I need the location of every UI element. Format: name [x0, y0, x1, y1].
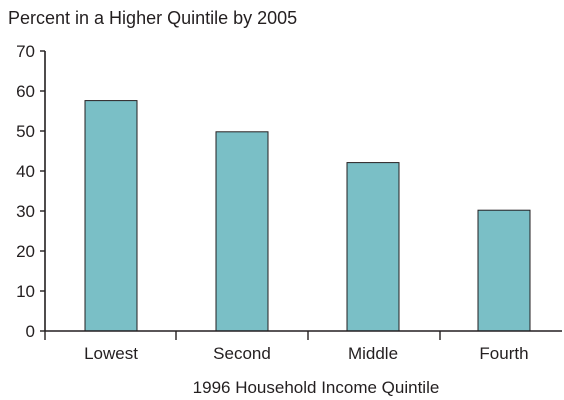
y-tick-label: 60 — [16, 82, 35, 101]
y-tick-label: 20 — [16, 242, 35, 261]
y-tick-label: 50 — [16, 122, 35, 141]
x-tick-label: Second — [213, 344, 271, 363]
x-tick-label: Middle — [348, 344, 398, 363]
y-tick-label: 0 — [26, 322, 35, 341]
y-tick-label: 40 — [16, 162, 35, 181]
y-tick-label: 70 — [16, 42, 35, 61]
x-axis-title: 1996 Household Income Quintile — [193, 378, 440, 397]
x-tick-label: Fourth — [479, 344, 528, 363]
bar-middle — [346, 162, 400, 332]
bar-lowest — [84, 100, 138, 332]
chart-title: Percent in a Higher Quintile by 2005 — [8, 8, 297, 28]
y-tick-label: 10 — [16, 282, 35, 301]
bar-second — [215, 131, 269, 332]
x-tick-label: Lowest — [84, 344, 138, 363]
y-tick-label: 30 — [16, 202, 35, 221]
bar-fourth — [477, 209, 531, 332]
